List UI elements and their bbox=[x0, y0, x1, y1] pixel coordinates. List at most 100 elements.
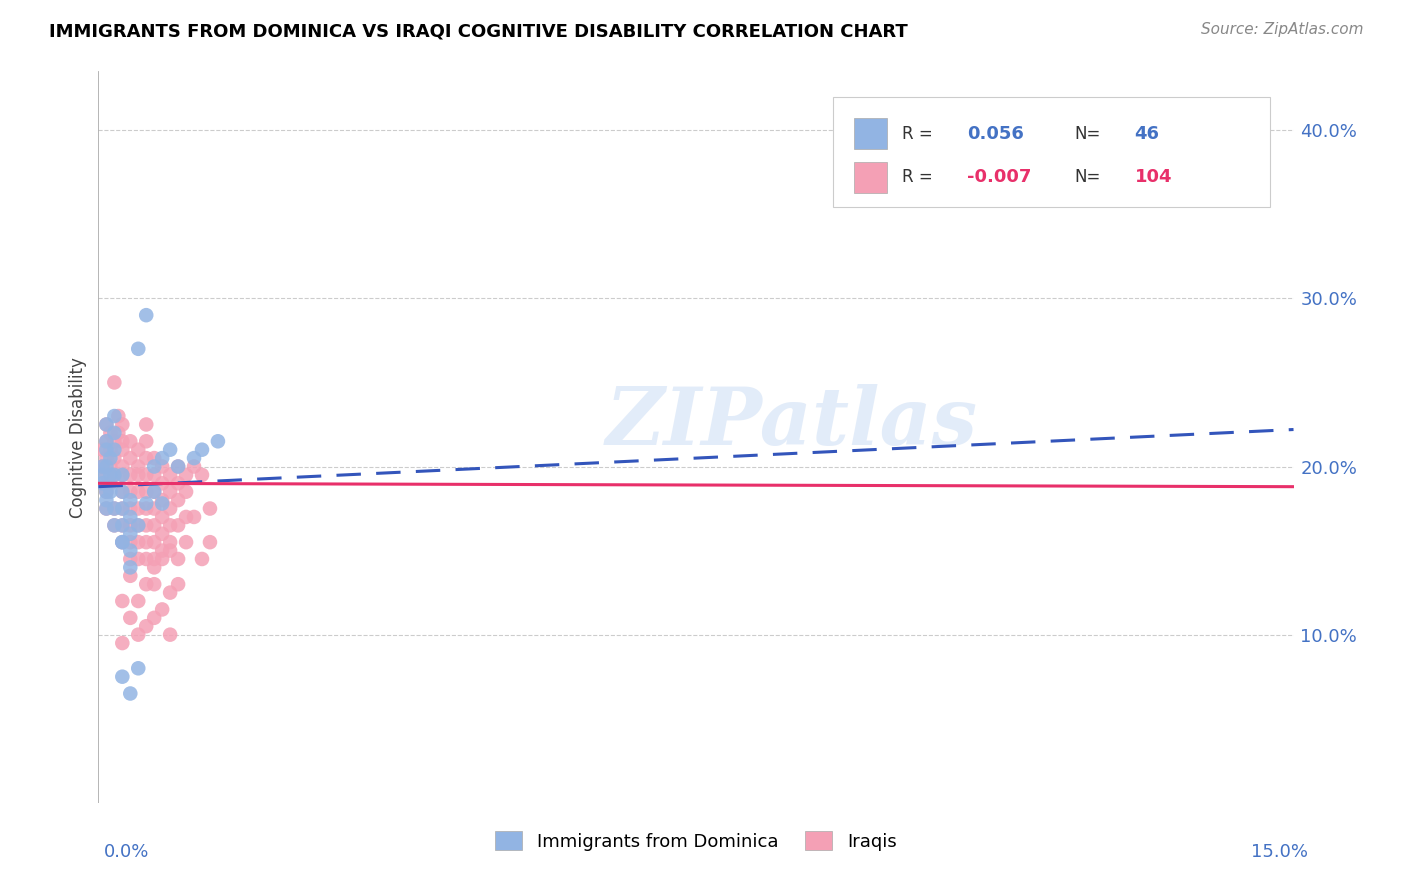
Point bbox=[159, 543, 181, 558]
Point bbox=[120, 543, 142, 558]
Point bbox=[167, 459, 190, 474]
Point bbox=[96, 417, 118, 432]
Point bbox=[107, 409, 129, 423]
Point bbox=[96, 501, 118, 516]
Point bbox=[111, 636, 134, 650]
Y-axis label: Cognitive Disability: Cognitive Disability bbox=[69, 357, 87, 517]
FancyBboxPatch shape bbox=[853, 118, 887, 149]
Text: R =: R = bbox=[901, 125, 932, 143]
Point bbox=[120, 493, 142, 508]
Point bbox=[174, 510, 197, 524]
Point bbox=[183, 510, 205, 524]
Point bbox=[207, 434, 229, 449]
Point bbox=[120, 611, 142, 625]
Point bbox=[191, 442, 214, 457]
Point bbox=[159, 467, 181, 482]
Point bbox=[111, 518, 134, 533]
Point bbox=[127, 518, 149, 533]
Point bbox=[135, 451, 157, 466]
Point bbox=[135, 417, 157, 432]
Point bbox=[120, 451, 142, 466]
Point bbox=[127, 342, 149, 356]
Point bbox=[111, 594, 134, 608]
Point bbox=[120, 526, 142, 541]
Point bbox=[135, 535, 157, 549]
Point bbox=[120, 510, 142, 524]
Point bbox=[120, 467, 142, 482]
Point bbox=[103, 501, 125, 516]
Legend: Immigrants from Dominica, Iraqis: Immigrants from Dominica, Iraqis bbox=[486, 822, 905, 860]
Point bbox=[135, 308, 157, 322]
Point bbox=[150, 451, 173, 466]
Point bbox=[98, 476, 122, 491]
Point bbox=[111, 535, 134, 549]
Text: N=: N= bbox=[1074, 169, 1101, 186]
Point bbox=[96, 484, 118, 499]
Point bbox=[120, 560, 142, 574]
Point bbox=[111, 434, 134, 449]
Point bbox=[111, 535, 134, 549]
Point bbox=[98, 425, 122, 440]
Point bbox=[143, 577, 166, 591]
Point bbox=[96, 434, 118, 449]
Point bbox=[98, 459, 122, 474]
Point bbox=[135, 467, 157, 482]
Point bbox=[111, 467, 134, 482]
Point bbox=[111, 535, 134, 549]
Point bbox=[150, 476, 173, 491]
Text: IMMIGRANTS FROM DOMINICA VS IRAQI COGNITIVE DISABILITY CORRELATION CHART: IMMIGRANTS FROM DOMINICA VS IRAQI COGNIT… bbox=[49, 22, 908, 40]
Point bbox=[91, 467, 114, 482]
Point bbox=[96, 434, 118, 449]
Point bbox=[183, 451, 205, 466]
Point bbox=[91, 442, 114, 457]
Point bbox=[120, 535, 142, 549]
Point bbox=[159, 627, 181, 641]
Text: 104: 104 bbox=[1135, 169, 1173, 186]
Point bbox=[150, 543, 173, 558]
Point bbox=[127, 594, 149, 608]
Point bbox=[91, 476, 114, 491]
Point bbox=[127, 467, 149, 482]
Point bbox=[120, 569, 142, 583]
Point bbox=[98, 451, 122, 466]
Point bbox=[98, 467, 122, 482]
Point bbox=[135, 501, 157, 516]
Point bbox=[103, 425, 125, 440]
Point bbox=[111, 417, 134, 432]
Point bbox=[159, 484, 181, 499]
Point bbox=[159, 501, 181, 516]
Point bbox=[96, 417, 118, 432]
Point bbox=[98, 442, 122, 457]
Point bbox=[103, 434, 125, 449]
Point bbox=[150, 493, 173, 508]
Point bbox=[167, 493, 190, 508]
Point bbox=[111, 459, 134, 474]
Text: 0.0%: 0.0% bbox=[104, 843, 149, 861]
Point bbox=[135, 496, 157, 510]
Point bbox=[127, 535, 149, 549]
Text: ZIPatlas: ZIPatlas bbox=[606, 384, 977, 461]
Point bbox=[96, 467, 118, 482]
Point bbox=[103, 409, 125, 423]
Point bbox=[159, 585, 181, 599]
Point bbox=[96, 501, 118, 516]
Point bbox=[143, 467, 166, 482]
Point bbox=[174, 535, 197, 549]
Point bbox=[135, 518, 157, 533]
Point bbox=[167, 459, 190, 474]
Point bbox=[127, 484, 149, 499]
Point bbox=[120, 686, 142, 700]
Point bbox=[198, 535, 221, 549]
Point bbox=[103, 518, 125, 533]
Point bbox=[103, 501, 125, 516]
Point bbox=[111, 501, 134, 516]
FancyBboxPatch shape bbox=[853, 162, 887, 193]
Point bbox=[143, 459, 166, 474]
Point bbox=[143, 484, 166, 499]
Point bbox=[150, 552, 173, 566]
Point bbox=[111, 670, 134, 684]
Text: Source: ZipAtlas.com: Source: ZipAtlas.com bbox=[1201, 22, 1364, 37]
FancyBboxPatch shape bbox=[834, 97, 1270, 207]
Point bbox=[191, 552, 214, 566]
Point bbox=[103, 467, 125, 482]
